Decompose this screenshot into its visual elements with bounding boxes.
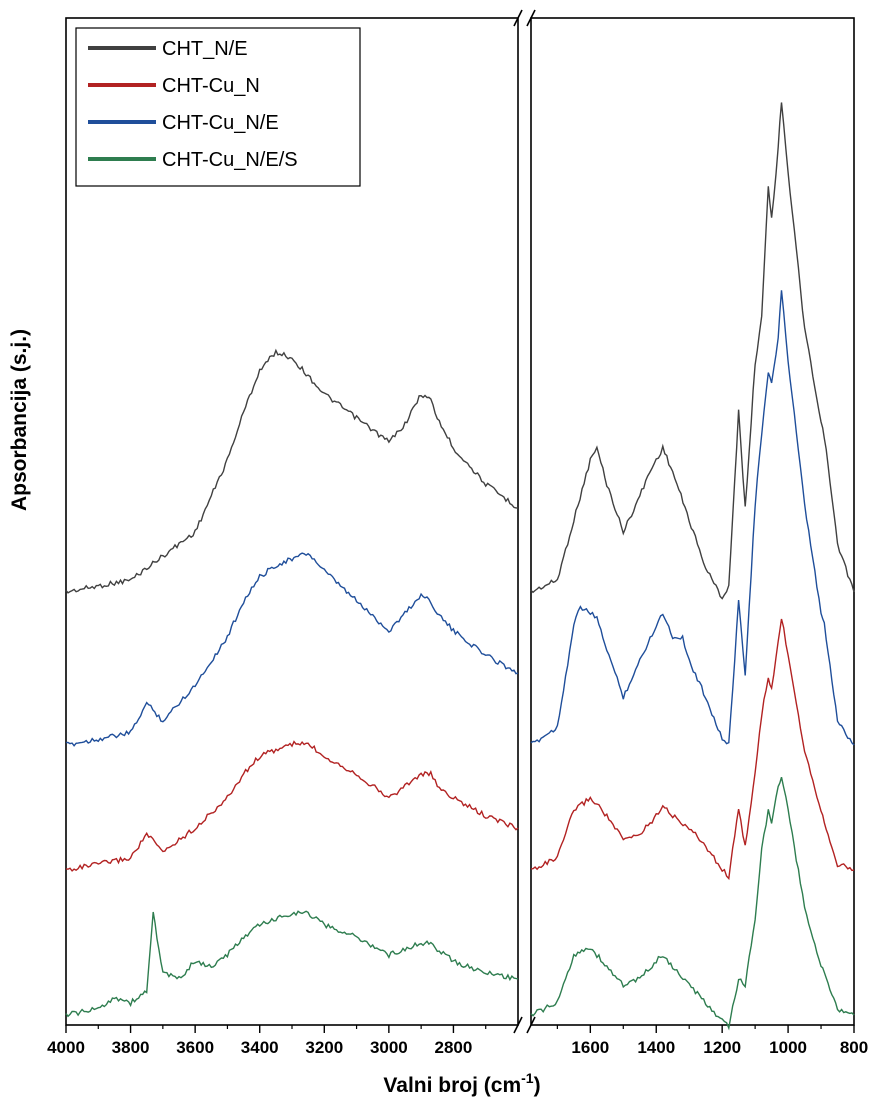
x-tick-label: 1600	[571, 1038, 609, 1057]
x-tick-label: 800	[840, 1038, 868, 1057]
x-axis-title-text: Valni broj (cm	[383, 1074, 521, 1097]
legend-label-cht-cu-n: CHT-Cu_N	[162, 75, 260, 97]
x-tick-label: 3800	[112, 1038, 150, 1057]
x-tick-label: 1400	[637, 1038, 675, 1057]
legend-label-cht-cu-n-e: CHT-Cu_N/E	[162, 112, 279, 134]
x-axis-title: Valni broj (cm-1)	[383, 1070, 540, 1097]
x-tick-label: 3400	[241, 1038, 279, 1057]
series-line-cht-n-e-right	[530, 102, 855, 600]
x-tick-label: 3200	[305, 1038, 343, 1057]
plot-area: 4000 3800 3600 3400 3200 3000 2800 1600 1400 1200…	[47, 9, 868, 1057]
series-line-cht-cu-n-e-right	[530, 290, 855, 746]
axis-break-slash	[526, 9, 536, 27]
series-line-cht-cu-n-e-s-left	[65, 910, 519, 1018]
axis-break-slash	[513, 1016, 523, 1034]
series-line-cht-cu-n-left	[65, 740, 519, 872]
series-layer	[65, 102, 855, 1031]
x-axis-title-superscript: -1	[521, 1070, 534, 1086]
axis-break-slash	[526, 1016, 536, 1034]
legend-label-cht-n-e: CHT_N/E	[162, 38, 248, 60]
x-tick-label: 1200	[703, 1038, 741, 1057]
series-line-cht-cu-n-e-s-right	[530, 777, 855, 1031]
x-tick-label: 3600	[176, 1038, 214, 1057]
series-line-cht-cu-n-right	[530, 618, 855, 881]
series-line-cht-n-e-left	[65, 348, 519, 594]
x-tick-label: 3000	[370, 1038, 408, 1057]
x-axis-ticks: 4000 3800 3600 3400 3200 3000 2800 1600 1400 1200…	[47, 1025, 868, 1057]
legend: CHT_N/E CHT-Cu_N CHT-Cu_N/E CHT-Cu_N/E/S	[75, 27, 361, 187]
axis-break-marks	[513, 9, 536, 1034]
plot-frame-right-panel	[530, 17, 855, 1026]
x-axis-title-close: )	[534, 1074, 541, 1097]
series-line-cht-cu-n-e-left	[65, 552, 519, 747]
x-tick-label: 4000	[47, 1038, 85, 1057]
axis-break-slash	[513, 9, 523, 27]
x-tick-label: 1000	[769, 1038, 807, 1057]
legend-label-cht-cu-n-e-s: CHT-Cu_N/E/S	[162, 149, 298, 171]
y-axis-title: Apsorbancija (s.j.)	[8, 329, 31, 511]
x-tick-label: 2800	[435, 1038, 473, 1057]
